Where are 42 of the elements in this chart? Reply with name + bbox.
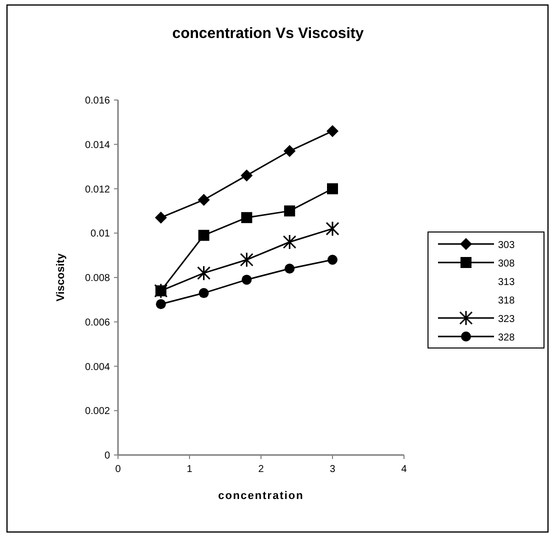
text: 318: [498, 296, 516, 306]
y-tick-label: 0.012: [84, 184, 110, 196]
point: [154, 212, 167, 224]
point: [242, 274, 252, 285]
point: [154, 283, 168, 299]
y-tick-label: 0.016: [84, 96, 110, 106]
point: [284, 145, 296, 158]
point: [198, 194, 210, 206]
y-tick-label: 0.01: [90, 228, 110, 240]
x-tick-label: 0: [115, 464, 122, 475]
y-tick-label: 0.006: [84, 317, 110, 328]
x-tick-label: 1: [186, 464, 193, 475]
point: [198, 288, 209, 298]
y-tick-label: 0: [104, 450, 110, 462]
point: [284, 205, 296, 216]
point: [326, 220, 340, 236]
text: 308: [498, 258, 516, 270]
point: [197, 265, 211, 281]
y-axis-title: Viscosity: [55, 252, 67, 302]
point: [326, 125, 338, 138]
text: 323: [498, 314, 516, 325]
point: [240, 169, 253, 182]
point: [327, 183, 338, 194]
y-tick-label: 0.004: [84, 362, 110, 373]
point: [240, 252, 254, 268]
y-tick-label: 0.002: [84, 406, 110, 418]
x-tick-label: 2: [258, 464, 264, 475]
x-axis-title: concentration: [218, 490, 304, 502]
text: 328: [498, 332, 516, 344]
point: [198, 230, 210, 241]
point: [241, 212, 252, 224]
point: [328, 254, 338, 265]
text: 313: [498, 277, 516, 288]
chart-title: concentration Vs Viscosity: [172, 25, 364, 42]
point: [282, 234, 296, 250]
x-tick-label: 4: [401, 464, 408, 475]
y-tick-label: 0.014: [84, 140, 110, 151]
point: [156, 299, 166, 310]
text: 303: [498, 240, 516, 251]
y-tick-label: 0.008: [84, 273, 110, 284]
point: [284, 264, 295, 274]
x-tick-label: 3: [330, 464, 336, 475]
